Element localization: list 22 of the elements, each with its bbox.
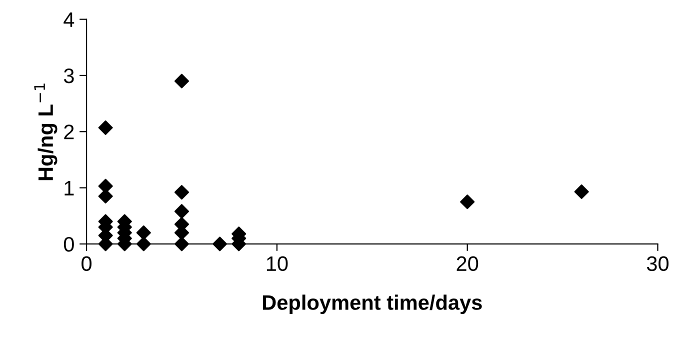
y-tick-label: 2 bbox=[64, 124, 74, 140]
point bbox=[174, 74, 190, 88]
y-tick-label: 4 bbox=[64, 12, 74, 27]
point bbox=[98, 178, 113, 194]
y-tick-label: 1 bbox=[64, 181, 74, 196]
x-axis-title: Deployment time/days bbox=[262, 294, 482, 314]
y-tick-label: 3 bbox=[64, 68, 74, 84]
point bbox=[98, 120, 113, 135]
point bbox=[460, 194, 475, 210]
x-tick-label: 10 bbox=[266, 256, 288, 272]
point bbox=[574, 184, 589, 199]
x-tick-label: 20 bbox=[456, 256, 478, 272]
x-tick-label: 0 bbox=[82, 256, 92, 272]
point bbox=[174, 204, 190, 219]
point bbox=[136, 225, 151, 240]
point bbox=[174, 236, 190, 252]
point bbox=[212, 236, 228, 252]
y-axis-title: Hg/ng L$^{−1}$ bbox=[34, 84, 58, 180]
y-tick-label: 0 bbox=[64, 236, 74, 252]
x-tick-label: 30 bbox=[646, 256, 669, 272]
point bbox=[174, 184, 190, 200]
point bbox=[136, 236, 151, 252]
